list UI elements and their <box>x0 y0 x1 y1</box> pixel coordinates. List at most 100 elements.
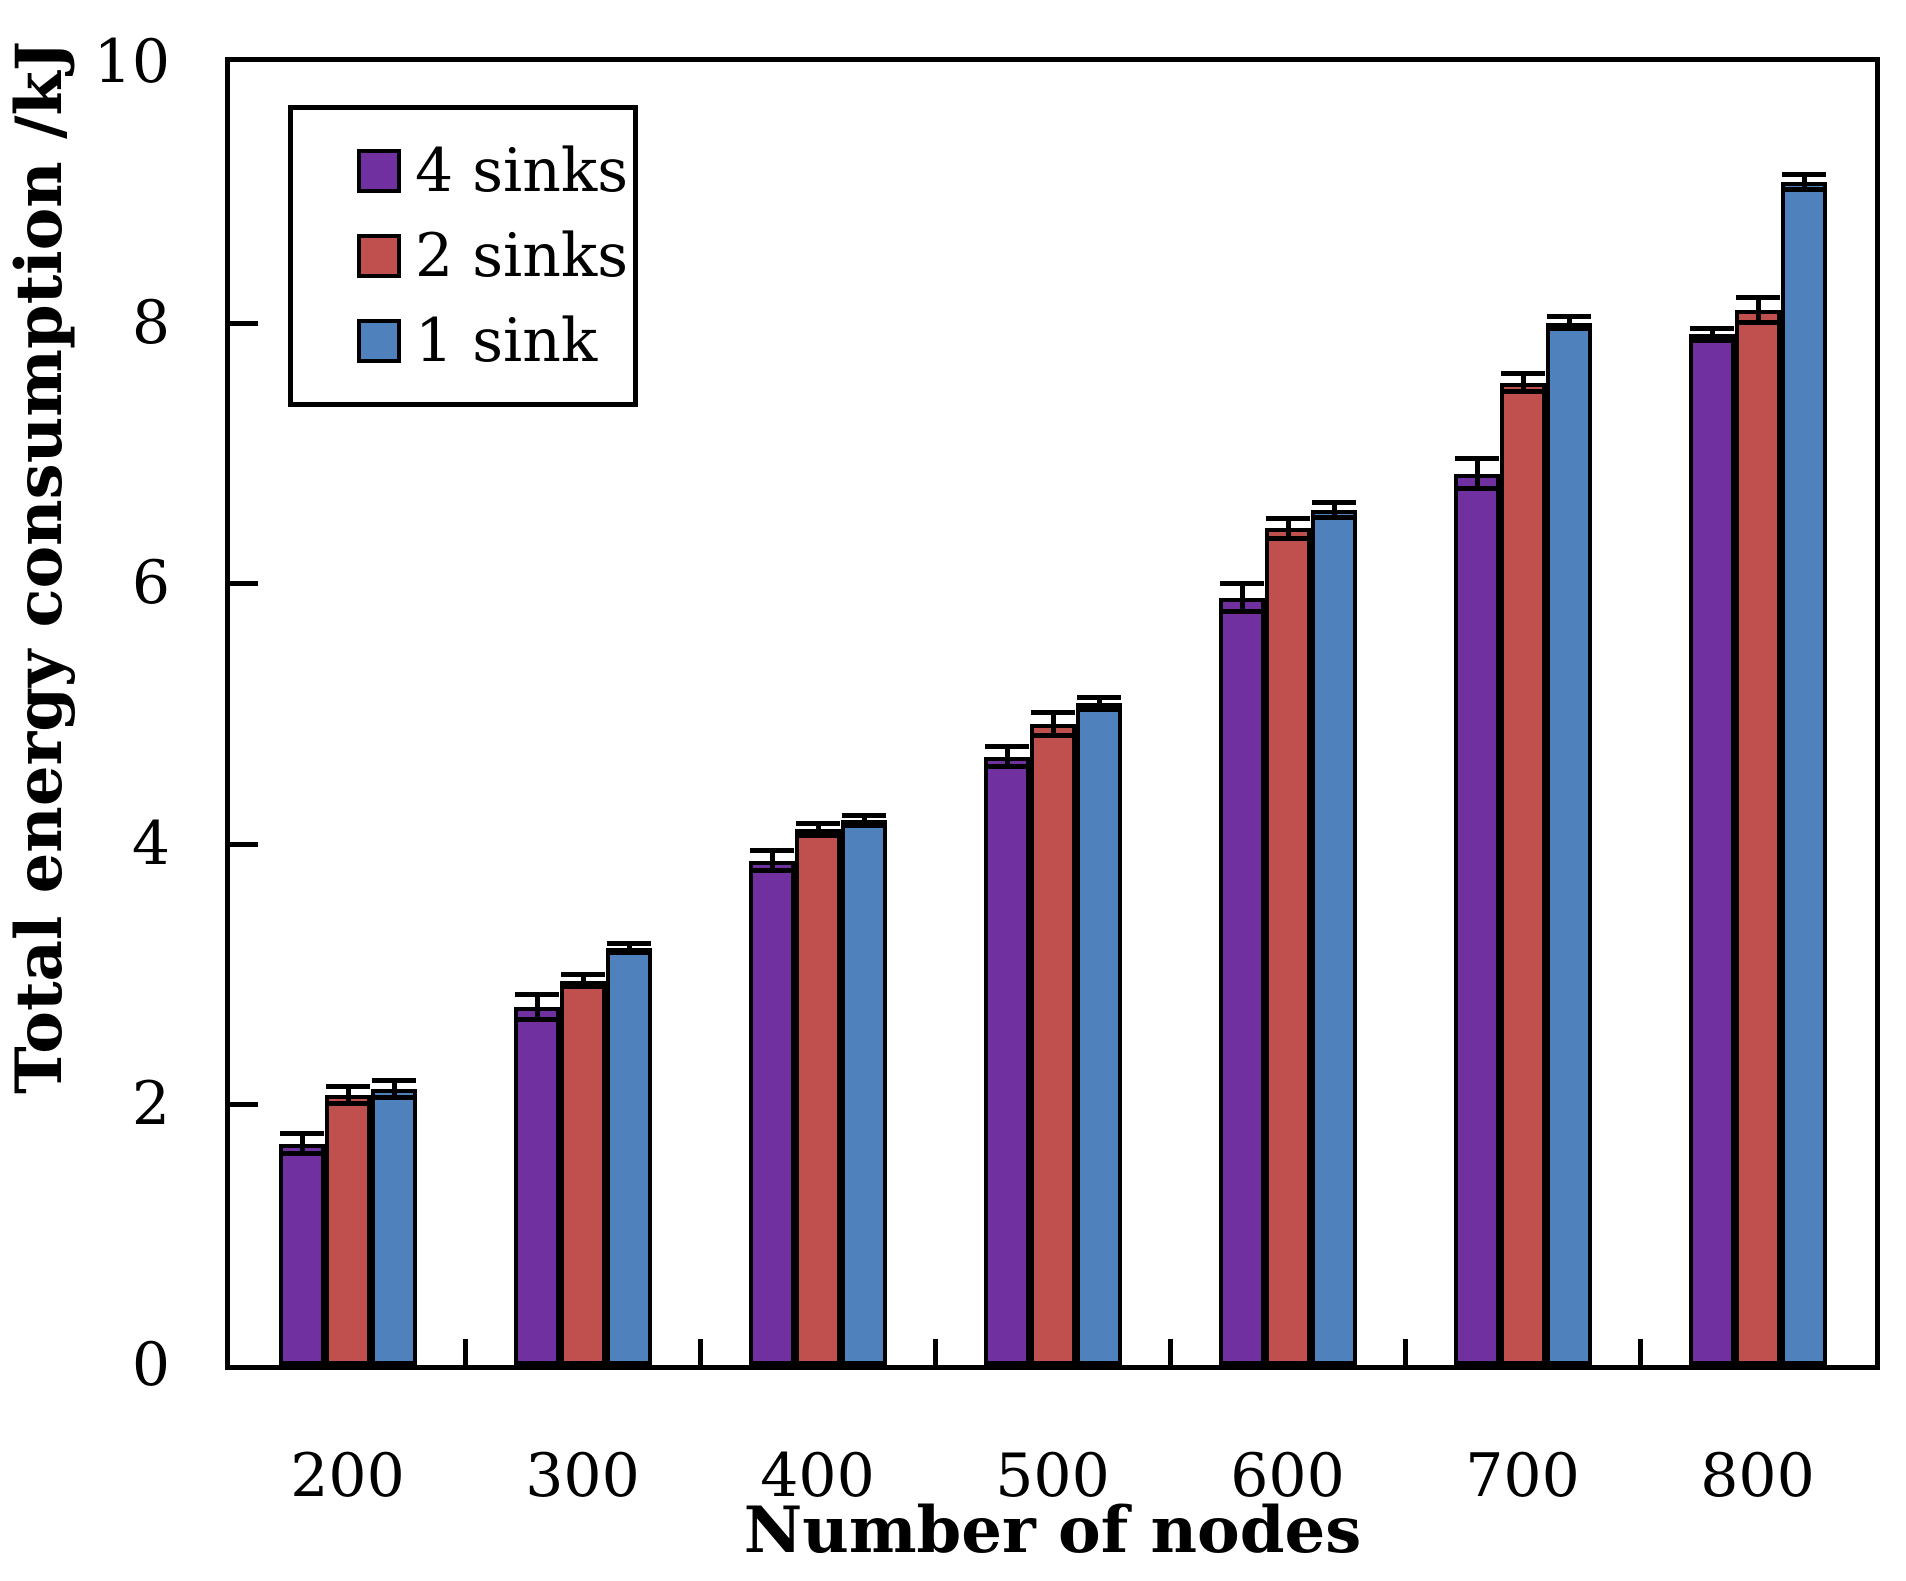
error-bar-cap-top <box>1546 314 1591 320</box>
error-bar-line <box>345 1086 351 1105</box>
error-bar-line <box>1096 696 1102 710</box>
bar-1-sink-800 <box>1780 181 1827 1365</box>
bar-4-sinks-700 <box>1453 473 1500 1365</box>
bar-1-sink-300 <box>605 948 652 1365</box>
error-bar-cap-bottom <box>841 822 886 828</box>
x-tick-label: 200 <box>290 1441 405 1511</box>
x-tick-label: 500 <box>995 1441 1110 1511</box>
bar-1-sink-600 <box>1310 510 1357 1365</box>
error-bar-cap-top <box>1781 172 1826 178</box>
legend-item-2-sinks: 2 sinks <box>357 224 633 288</box>
y-axis-title: Total energy consumption /kJ <box>2 40 77 1094</box>
error-bar-cap-bottom <box>606 950 651 956</box>
error-bar-line <box>1755 296 1761 323</box>
y-tick-label: 2 <box>131 1069 170 1140</box>
error-bar-cap-bottom <box>371 1094 416 1100</box>
error-bar-cap-top <box>1735 294 1780 300</box>
error-bar-cap-top <box>1500 371 1545 377</box>
error-bar-line <box>1566 316 1572 330</box>
y-tick-mark <box>230 1102 258 1108</box>
error-bar-cap-bottom <box>1735 319 1780 325</box>
y-tick-mark <box>230 320 258 326</box>
x-tick-mark <box>698 1339 703 1365</box>
error-bar-cap-top <box>1030 710 1075 716</box>
legend-swatch-1-sink <box>357 319 401 364</box>
error-bar-cap-top <box>371 1077 416 1083</box>
error-bar-cap-top <box>279 1131 324 1137</box>
legend-swatch-4-sinks <box>357 148 401 193</box>
error-bar-line <box>580 974 586 988</box>
error-bar-line <box>1285 518 1291 539</box>
x-tick-label: 400 <box>760 1441 875 1511</box>
x-tick-label: 700 <box>1465 1441 1580 1511</box>
error-bar-cap-bottom <box>1311 515 1356 521</box>
error-bar-line <box>1709 327 1715 341</box>
error-bar-cap-top <box>325 1084 370 1090</box>
y-tick-label: 0 <box>131 1330 170 1400</box>
error-bar-cap-bottom <box>1781 186 1826 192</box>
bar-2-sinks-800 <box>1734 309 1781 1365</box>
error-bar-cap-bottom <box>560 984 605 990</box>
error-bar-cap-bottom <box>1454 486 1499 492</box>
error-bar-cap-top <box>1454 456 1499 462</box>
error-bar-cap-top <box>1689 325 1734 331</box>
error-bar-line <box>1331 502 1337 519</box>
error-bar-cap-bottom <box>1689 337 1734 343</box>
y-tick-mark <box>230 841 258 847</box>
error-bar-cap-top <box>1219 581 1264 587</box>
bar-1-sink-200 <box>370 1088 417 1365</box>
legend-item-4-sinks: 4 sinks <box>357 139 633 203</box>
error-bar-cap-top <box>841 813 886 819</box>
bar-1-sink-700 <box>1545 322 1592 1365</box>
error-bar-cap-bottom <box>749 868 794 874</box>
bar-4-sinks-600 <box>1218 597 1265 1365</box>
bar-4-sinks-400 <box>748 860 795 1365</box>
x-tick-mark <box>933 1339 938 1365</box>
error-bar-cap-top <box>514 991 559 997</box>
x-tick-mark <box>1168 1339 1173 1365</box>
error-bar-line <box>1050 712 1056 736</box>
error-bar-cap-bottom <box>279 1150 324 1156</box>
bar-1-sink-400 <box>840 820 887 1365</box>
error-bar-line <box>1239 583 1245 612</box>
error-bar-cap-bottom <box>1500 388 1545 394</box>
x-tick-label: 800 <box>1700 1441 1815 1511</box>
bar-2-sinks-300 <box>559 980 606 1365</box>
x-tick-mark <box>1403 1339 1408 1365</box>
error-bar-line <box>861 815 867 826</box>
error-bar-cap-bottom <box>325 1101 370 1107</box>
bar-2-sinks-600 <box>1264 528 1311 1365</box>
y-tick-label: 10 <box>93 27 170 97</box>
error-bar-line <box>1801 174 1807 190</box>
error-bar-line <box>626 942 632 954</box>
error-bar-cap-top <box>984 744 1029 750</box>
error-bar-line <box>1474 458 1480 490</box>
x-tick-label: 300 <box>525 1441 640 1511</box>
bar-1-sink-500 <box>1075 703 1122 1365</box>
error-bar-line <box>534 993 540 1020</box>
error-bar-cap-bottom <box>1265 535 1310 541</box>
error-bar-cap-bottom <box>984 763 1029 769</box>
error-bar-cap-bottom <box>1030 732 1075 738</box>
bar-2-sinks-700 <box>1499 382 1546 1365</box>
error-bar-cap-top <box>749 848 794 854</box>
error-bar-cap-bottom <box>514 1016 559 1022</box>
x-tick-mark <box>463 1339 468 1365</box>
error-bar-cap-top <box>1311 500 1356 506</box>
bar-4-sinks-800 <box>1688 334 1735 1365</box>
error-bar-cap-top <box>606 940 651 946</box>
bar-4-sinks-500 <box>983 756 1030 1365</box>
error-bar-line <box>391 1079 397 1098</box>
error-bar-line <box>1004 746 1010 767</box>
bar-4-sinks-200 <box>278 1143 325 1365</box>
y-tick-label: 8 <box>131 287 170 358</box>
error-bar-cap-top <box>560 972 605 978</box>
y-tick-label: 6 <box>131 548 170 619</box>
y-tick-mark <box>230 581 258 587</box>
plot-area <box>225 57 1880 1370</box>
bar-2-sinks-500 <box>1029 723 1076 1365</box>
error-bar-line <box>1520 373 1526 392</box>
error-bar-cap-bottom <box>1546 326 1591 332</box>
error-bar-cap-top <box>1076 694 1121 700</box>
error-bar-cap-bottom <box>1219 608 1264 614</box>
